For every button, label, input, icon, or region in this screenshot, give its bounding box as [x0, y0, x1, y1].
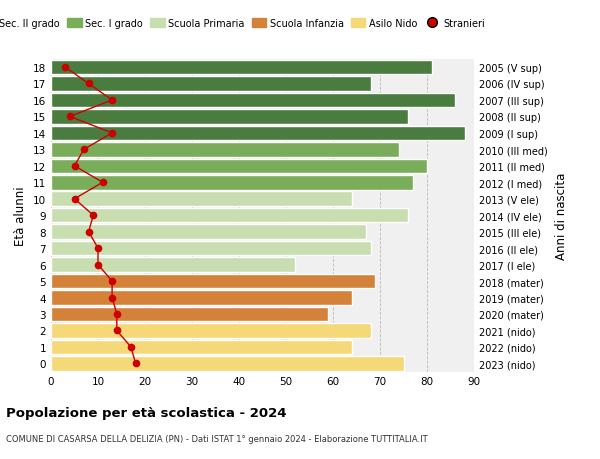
Y-axis label: Anni di nascita: Anni di nascita [554, 172, 568, 259]
Bar [51, 340, 352, 354]
Bar [51, 176, 413, 190]
Bar [51, 192, 352, 207]
Y-axis label: Età alunni: Età alunni [14, 186, 28, 246]
Bar [51, 241, 371, 256]
Bar [51, 94, 455, 108]
Bar [51, 356, 404, 371]
Bar [51, 258, 295, 272]
Bar [51, 126, 464, 141]
Bar [51, 77, 371, 91]
Bar [51, 143, 399, 157]
Text: COMUNE DI CASARSA DELLA DELIZIA (PN) - Dati ISTAT 1° gennaio 2024 - Elaborazione: COMUNE DI CASARSA DELLA DELIZIA (PN) - D… [6, 434, 428, 443]
Legend: Sec. II grado, Sec. I grado, Scuola Primaria, Scuola Infanzia, Asilo Nido, Stran: Sec. II grado, Sec. I grado, Scuola Prim… [0, 15, 488, 32]
Bar [51, 208, 408, 223]
Bar [51, 307, 328, 321]
Bar [51, 291, 352, 305]
Bar [51, 61, 432, 75]
Bar [51, 159, 427, 174]
Bar [51, 324, 371, 338]
Bar [51, 274, 376, 289]
Bar [51, 225, 366, 240]
Bar [51, 110, 408, 124]
Text: Popolazione per età scolastica - 2024: Popolazione per età scolastica - 2024 [6, 406, 287, 419]
